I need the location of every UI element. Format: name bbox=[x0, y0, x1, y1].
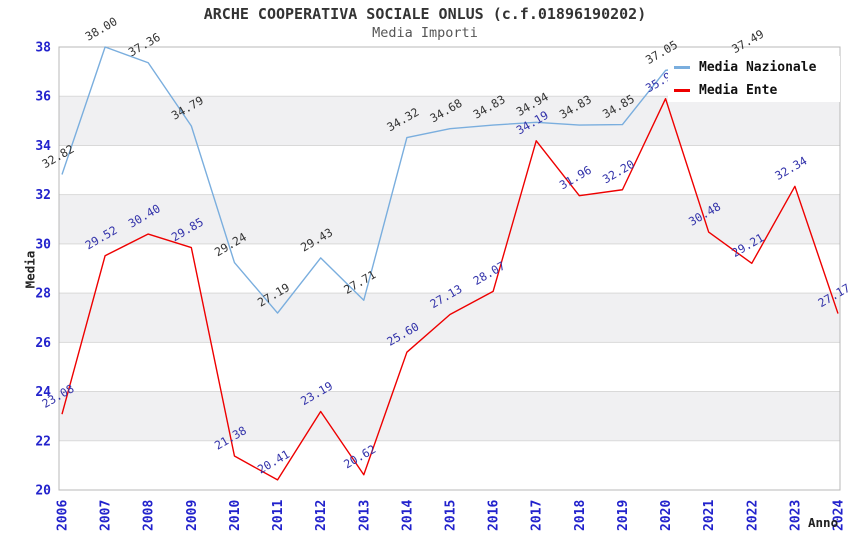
data-label-media-nazionale: 38.00 bbox=[83, 14, 120, 43]
background-stripe bbox=[59, 293, 840, 343]
data-label-media-ente: 32.34 bbox=[772, 153, 809, 182]
data-label-media-nazionale: 37.49 bbox=[729, 27, 766, 56]
x-tick-label: 2020 bbox=[659, 500, 674, 531]
x-tick-label: 2023 bbox=[788, 500, 803, 531]
chart-subtitle: Media Importi bbox=[372, 25, 478, 41]
legend-swatch-nazionale-icon bbox=[674, 66, 690, 69]
x-tick-label: 2015 bbox=[444, 500, 459, 531]
x-tick-label: 2011 bbox=[271, 500, 286, 531]
x-tick-label: 2009 bbox=[185, 500, 200, 531]
x-tick-label: 2012 bbox=[314, 500, 329, 531]
legend-item-media-ente: Media Ente bbox=[668, 79, 840, 102]
y-tick-label: 20 bbox=[35, 484, 51, 499]
y-tick-label: 38 bbox=[35, 41, 51, 56]
x-tick-label: 2007 bbox=[99, 500, 114, 531]
legend-label-ente: Media Ente bbox=[699, 83, 778, 98]
background-stripe bbox=[59, 391, 840, 441]
data-label-media-ente: 20.62 bbox=[341, 442, 378, 471]
legend-item-media-nazionale: Media Nazionale bbox=[668, 56, 840, 79]
x-tick-label: 2014 bbox=[400, 500, 415, 531]
background-stripe bbox=[59, 194, 840, 244]
y-tick-label: 22 bbox=[35, 434, 51, 449]
x-tick-label: 2018 bbox=[573, 500, 588, 531]
y-tick-label: 34 bbox=[35, 139, 51, 154]
data-label-media-nazionale: 37.36 bbox=[126, 30, 163, 59]
x-tick-label: 2016 bbox=[487, 500, 502, 531]
y-tick-label: 24 bbox=[35, 385, 51, 400]
plot-border bbox=[58, 46, 841, 491]
background-stripe bbox=[59, 96, 840, 146]
y-tick-label: 26 bbox=[35, 336, 51, 351]
data-label-media-nazionale: 27.71 bbox=[341, 267, 378, 296]
y-tick-label: 28 bbox=[35, 287, 51, 302]
x-tick-label: 2021 bbox=[702, 500, 717, 531]
data-label-media-ente: 31.96 bbox=[557, 163, 594, 192]
legend-label-nazionale: Media Nazionale bbox=[699, 60, 817, 75]
x-tick-label: 2010 bbox=[228, 500, 243, 531]
chart-title: ARCHE COOPERATIVA SOCIALE ONLUS (c.f.018… bbox=[203, 5, 647, 23]
legend-swatch-ente-icon bbox=[674, 89, 690, 92]
y-axis-title: Media bbox=[22, 250, 38, 289]
x-tick-label: 2019 bbox=[616, 500, 631, 531]
x-tick-label: 2008 bbox=[142, 500, 157, 531]
data-label-media-ente: 32.20 bbox=[600, 157, 637, 186]
x-tick-label: 2017 bbox=[530, 500, 545, 531]
series-line-media-nazionale bbox=[61, 46, 752, 314]
x-tick-label: 2022 bbox=[745, 500, 760, 531]
data-label-media-ente: 28.07 bbox=[471, 259, 508, 288]
y-tick-label: 32 bbox=[35, 188, 51, 203]
x-tick-label: 2013 bbox=[357, 500, 372, 531]
x-tick-label: 2006 bbox=[56, 500, 71, 531]
chart-legend: Media Nazionale Media Ente bbox=[668, 56, 840, 102]
data-label-media-ente: 20.41 bbox=[255, 447, 292, 476]
y-tick-label: 36 bbox=[35, 90, 51, 105]
x-axis-title: Anno bbox=[808, 515, 839, 530]
x-tick-label: 2024 bbox=[832, 500, 847, 531]
y-tick-label: 30 bbox=[35, 237, 51, 252]
series-line-media-ente bbox=[61, 97, 839, 481]
